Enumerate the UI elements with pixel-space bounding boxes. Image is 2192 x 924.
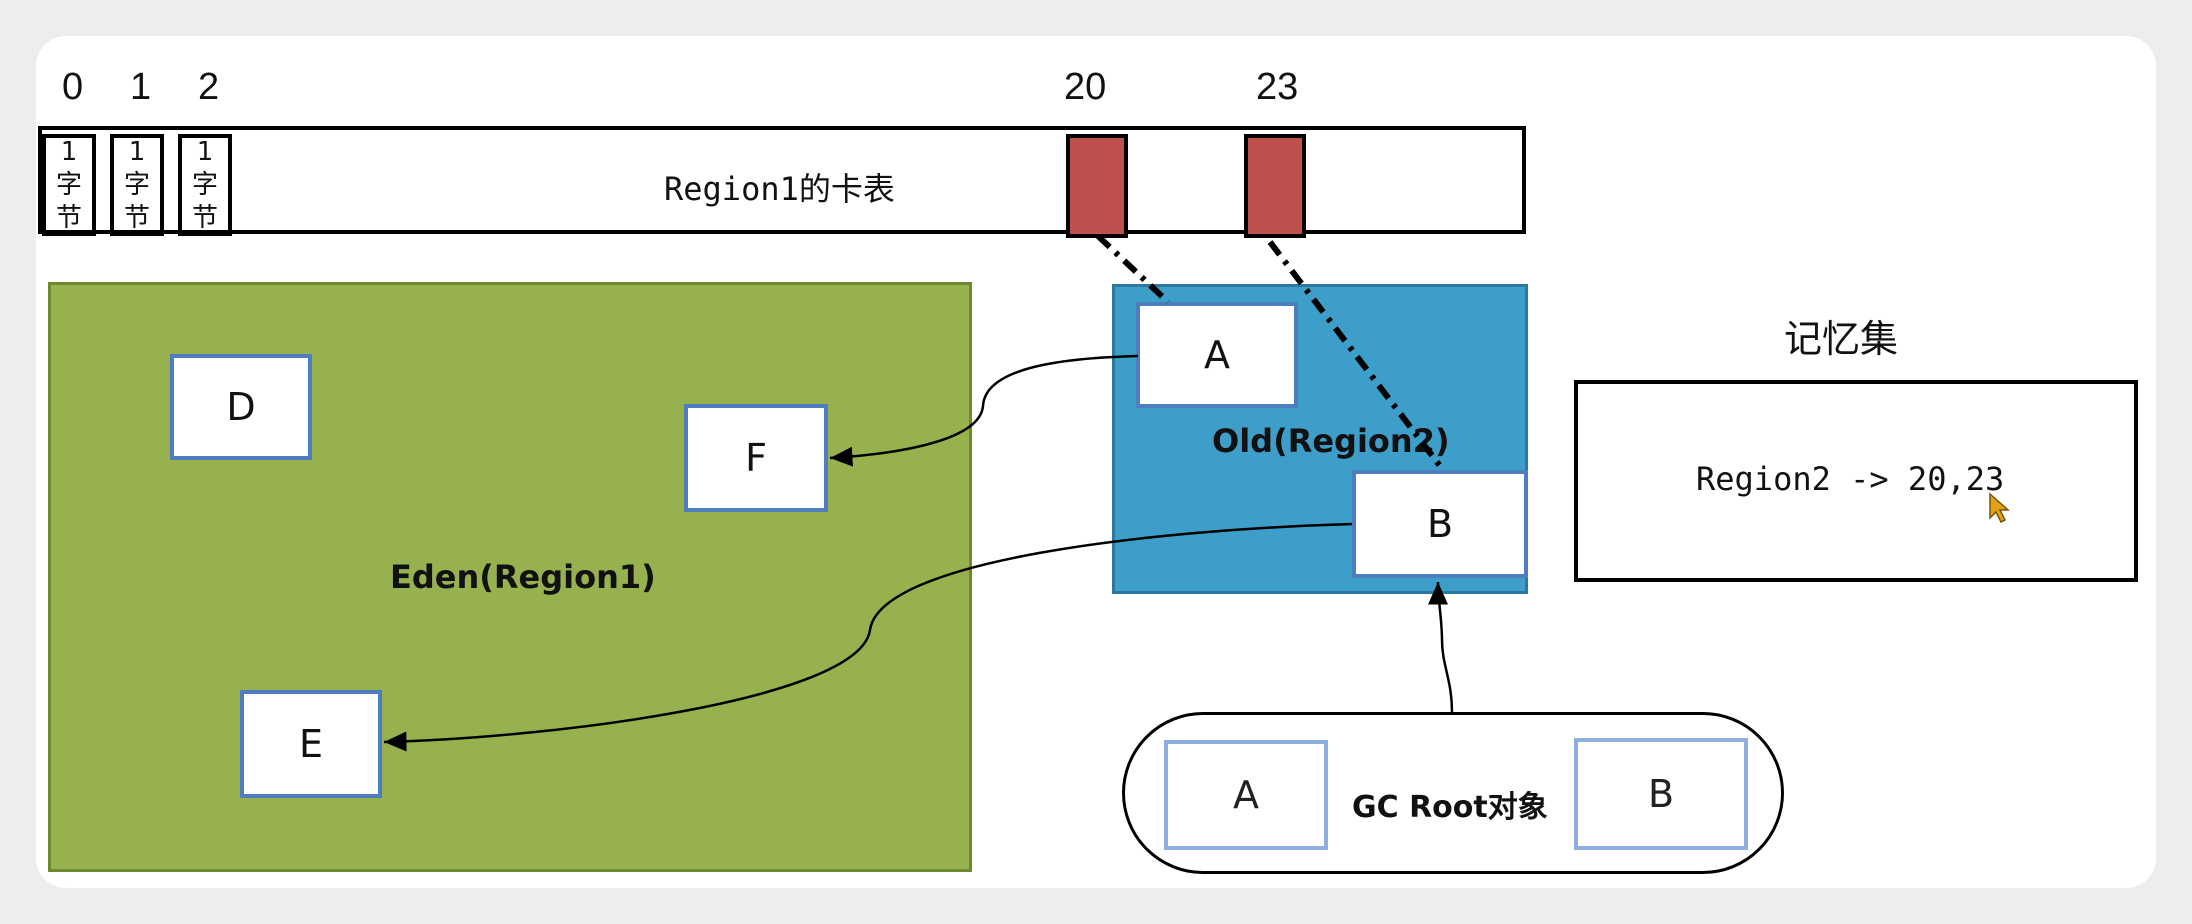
- card-table: 1 字 节 1 字 节 1 字 节 Region1的卡表: [38, 126, 1526, 238]
- object-e: E: [240, 690, 382, 798]
- byte-size-number: 1: [196, 136, 214, 167]
- remembered-set-box: [1574, 380, 2138, 582]
- byte-size-char-1: 字: [191, 169, 218, 200]
- dirty-card-23-link: [1267, 240, 1443, 468]
- object-f: F: [684, 404, 828, 512]
- card-cell-2: 1 字 节: [178, 134, 232, 236]
- card-index-1: 1: [130, 66, 152, 108]
- object-d: D: [170, 354, 312, 460]
- byte-size-number: 1: [60, 136, 78, 167]
- card-index-23: 23: [1256, 66, 1299, 108]
- dirty-card-20-link: [1095, 233, 1171, 305]
- gc-root-label: GC Root对象: [1352, 790, 1548, 825]
- card-index-20: 20: [1064, 66, 1107, 108]
- object-b: B: [1352, 470, 1528, 578]
- eden-region-label: Eden(Region1): [390, 558, 656, 596]
- remembered-set-entry: Region2 -> 20,23: [1696, 460, 2005, 498]
- arrow-b-to-e: [383, 522, 1353, 752]
- byte-size-char-2: 节: [55, 202, 82, 233]
- dirty-card-20: [1066, 134, 1128, 238]
- card-index-0: 0: [62, 66, 84, 108]
- card-index-2: 2: [198, 66, 220, 108]
- arrow-gc-root-to-b: [1428, 581, 1454, 713]
- mouse-cursor-icon: [1989, 492, 2010, 524]
- byte-size-char-2: 节: [191, 202, 218, 233]
- gc-root-a: A: [1164, 740, 1328, 850]
- byte-size-number: 1: [128, 136, 146, 167]
- arrow-a-to-f: [829, 354, 1139, 467]
- byte-size-char-1: 字: [123, 169, 150, 200]
- old-region-label: Old(Region2): [1212, 422, 1450, 460]
- remembered-set-title: 记忆集: [1784, 317, 1899, 361]
- byte-size-char-1: 字: [55, 169, 82, 200]
- object-a: A: [1136, 302, 1298, 408]
- dirty-card-23: [1244, 134, 1306, 238]
- card-table-label: Region1的卡表: [664, 170, 895, 208]
- card-cell-1: 1 字 节: [110, 134, 164, 236]
- card-cell-0: 1 字 节: [42, 134, 96, 236]
- gc-root-b: B: [1574, 738, 1748, 850]
- byte-size-char-2: 节: [123, 202, 150, 233]
